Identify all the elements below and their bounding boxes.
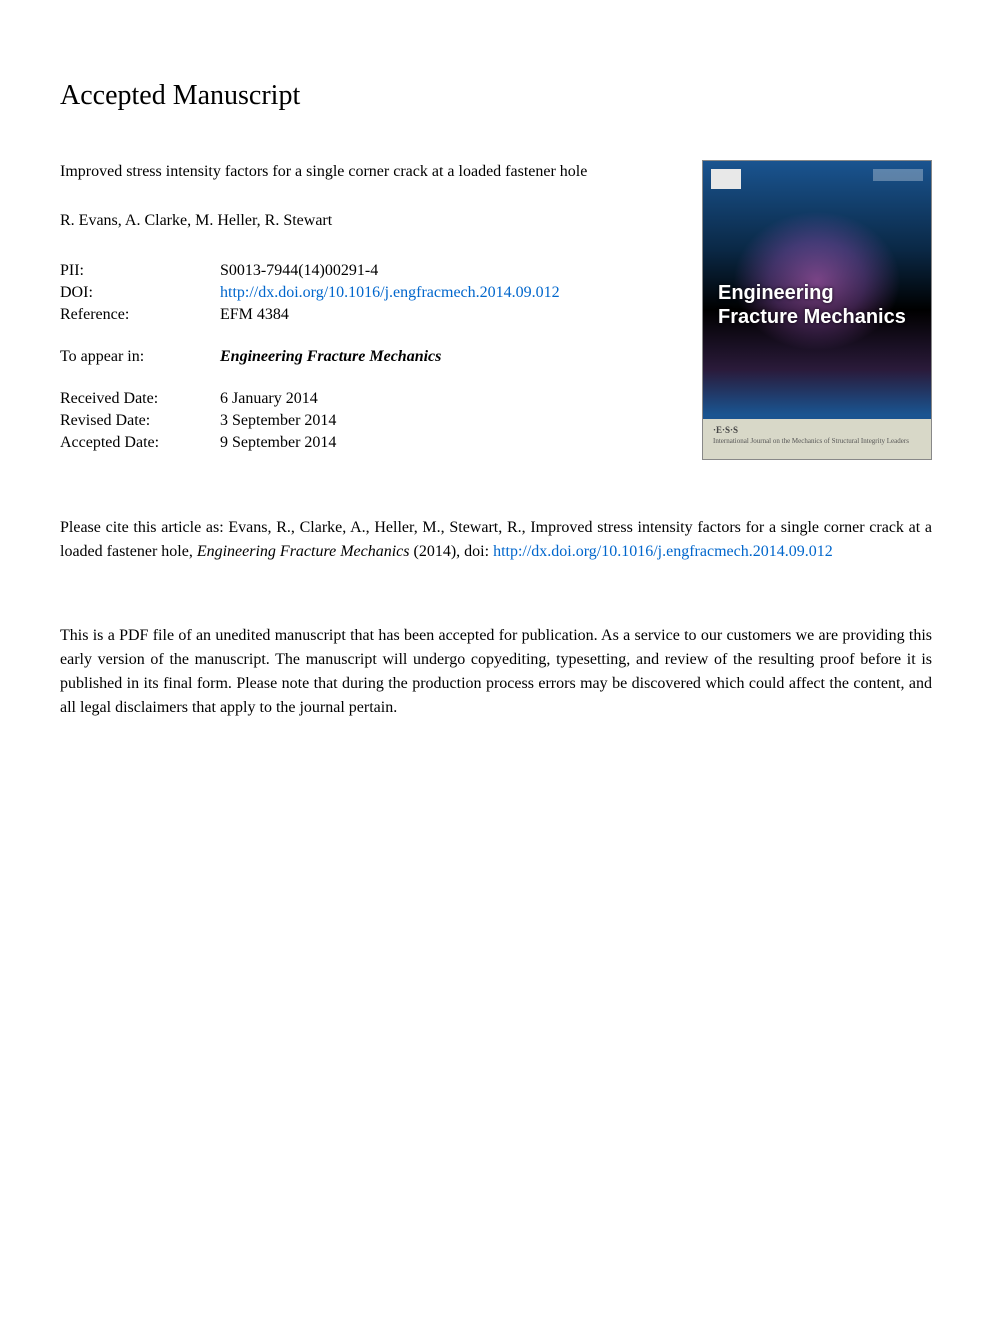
received-label: Received Date: (60, 390, 220, 408)
cover-bottom-logo: ·E·S·S (713, 425, 921, 435)
citation-text: Please cite this article as: Evans, R., … (60, 516, 932, 564)
meta-row-received: Received Date: 6 January 2014 (60, 390, 660, 408)
page-heading: Accepted Manuscript (60, 80, 932, 112)
accepted-label: Accepted Date: (60, 434, 220, 452)
meta-row-appear: To appear in: Engineering Fracture Mecha… (60, 348, 660, 366)
citation-doi-link[interactable]: http://dx.doi.org/10.1016/j.engfracmech.… (493, 543, 833, 560)
doi-link[interactable]: http://dx.doi.org/10.1016/j.engfracmech.… (220, 284, 660, 302)
doi-label: DOI: (60, 284, 220, 302)
cover-journal-title: Engineering Fracture Mechanics (718, 281, 916, 329)
reference-value: EFM 4384 (220, 306, 660, 324)
disclaimer-text: This is a PDF file of an unedited manusc… (60, 624, 932, 720)
cover-bottom-text: International Journal on the Mechanics o… (713, 437, 921, 445)
meta-row-pii: PII: S0013-7944(14)00291-4 (60, 262, 660, 280)
citation-journal: Engineering Fracture Mechanics (197, 543, 410, 560)
pii-value: S0013-7944(14)00291-4 (220, 262, 660, 280)
meta-row-reference: Reference: EFM 4384 (60, 306, 660, 324)
revised-label: Revised Date: (60, 412, 220, 430)
metadata-table: PII: S0013-7944(14)00291-4 DOI: http://d… (60, 262, 660, 452)
reference-label: Reference: (60, 306, 220, 324)
pii-label: PII: (60, 262, 220, 280)
authors-list: R. Evans, A. Clarke, M. Heller, R. Stewa… (60, 212, 660, 230)
revised-value: 3 September 2014 (220, 412, 660, 430)
appear-value: Engineering Fracture Mechanics (220, 348, 660, 366)
cover-bottom-strip: ·E·S·S International Journal on the Mech… (703, 419, 931, 459)
left-column: Improved stress intensity factors for a … (60, 160, 660, 480)
received-value: 6 January 2014 (220, 390, 660, 408)
article-title: Improved stress intensity factors for a … (60, 160, 660, 184)
content-area: Improved stress intensity factors for a … (60, 160, 932, 480)
meta-row-revised: Revised Date: 3 September 2014 (60, 412, 660, 430)
cover-top-bar (711, 169, 923, 189)
appear-label: To appear in: (60, 348, 220, 366)
meta-row-doi: DOI: http://dx.doi.org/10.1016/j.engfrac… (60, 284, 660, 302)
cover-title-line1: Engineering (718, 282, 834, 304)
cover-title-line2: Fracture Mechanics (718, 306, 906, 328)
issn-label-icon (873, 169, 923, 181)
citation-middle: (2014), doi: (410, 543, 494, 560)
accepted-value: 9 September 2014 (220, 434, 660, 452)
meta-row-accepted: Accepted Date: 9 September 2014 (60, 434, 660, 452)
journal-cover-thumbnail: Engineering Fracture Mechanics ·E·S·S In… (702, 160, 932, 460)
elsevier-logo-icon (711, 169, 741, 189)
